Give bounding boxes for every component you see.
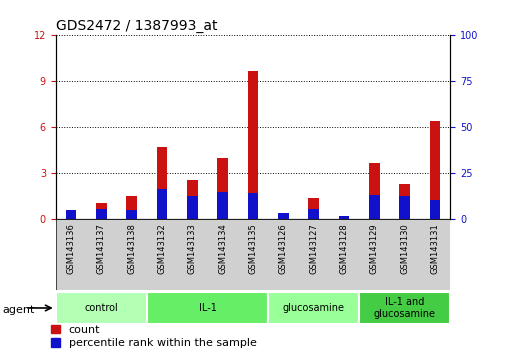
Text: IL-1 and
glucosamine: IL-1 and glucosamine — [373, 297, 435, 319]
Bar — [369, 195, 379, 219]
Text: IL-1: IL-1 — [198, 303, 216, 313]
Text: GDS2472 / 1387993_at: GDS2472 / 1387993_at — [56, 19, 217, 33]
Text: GSM143137: GSM143137 — [96, 223, 106, 274]
Text: GSM143127: GSM143127 — [309, 223, 318, 274]
Bar — [308, 209, 319, 219]
Bar — [217, 158, 227, 219]
Bar — [338, 216, 348, 219]
Bar — [429, 121, 439, 219]
Text: GSM143129: GSM143129 — [369, 223, 378, 274]
Bar — [187, 179, 197, 219]
Bar — [308, 198, 319, 219]
Text: GSM143133: GSM143133 — [187, 223, 196, 274]
FancyBboxPatch shape — [146, 292, 268, 324]
Bar — [399, 184, 409, 219]
Bar — [217, 192, 227, 219]
Text: GSM143128: GSM143128 — [339, 223, 348, 274]
Legend: count, percentile rank within the sample: count, percentile rank within the sample — [51, 325, 256, 348]
Bar — [157, 189, 167, 219]
Bar — [96, 202, 107, 219]
FancyBboxPatch shape — [268, 292, 359, 324]
Bar — [96, 209, 107, 219]
Text: GSM143126: GSM143126 — [278, 223, 287, 274]
Text: GSM143136: GSM143136 — [66, 223, 75, 274]
Bar — [429, 200, 439, 219]
Text: agent: agent — [3, 305, 35, 315]
Text: glucosamine: glucosamine — [282, 303, 344, 313]
Bar — [278, 213, 288, 219]
Bar — [247, 193, 258, 219]
Text: GSM143132: GSM143132 — [157, 223, 166, 274]
Bar — [66, 210, 76, 219]
Bar — [157, 147, 167, 219]
Text: GSM143131: GSM143131 — [430, 223, 439, 274]
Bar — [399, 196, 409, 219]
Bar — [369, 163, 379, 219]
Text: GSM143135: GSM143135 — [248, 223, 257, 274]
FancyBboxPatch shape — [359, 292, 449, 324]
Text: GSM143130: GSM143130 — [399, 223, 409, 274]
Bar — [247, 71, 258, 219]
Text: GSM143134: GSM143134 — [218, 223, 227, 274]
Bar — [126, 210, 136, 219]
FancyBboxPatch shape — [56, 292, 146, 324]
Text: control: control — [84, 303, 118, 313]
Bar — [187, 196, 197, 219]
Bar — [126, 196, 136, 219]
Text: GSM143138: GSM143138 — [127, 223, 136, 274]
